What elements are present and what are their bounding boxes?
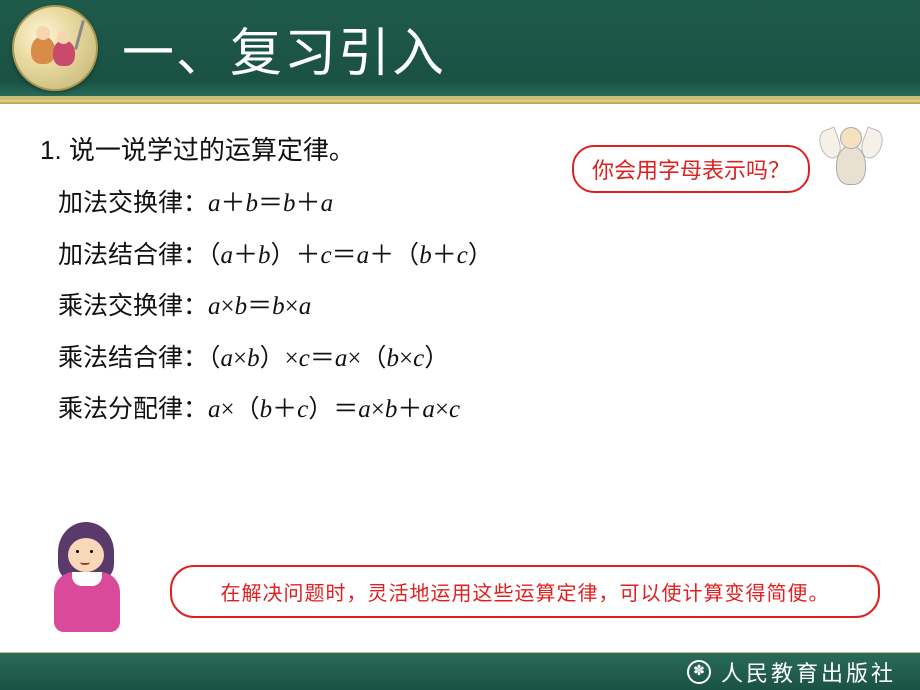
- question-bubble: 你会用字母表示吗？: [572, 145, 810, 193]
- publisher-name: 人民教育出版社: [721, 656, 896, 688]
- law-distributive: 乘法分配律：a×（b＋c）＝a×b＋a×c: [58, 391, 880, 429]
- fairy-icon: [816, 115, 884, 195]
- law-commutative-mul: 乘法交换律：a×b＝b×a: [58, 288, 880, 326]
- law-associative-add: 加法结合律：（a＋b）＋c＝a＋（b＋c）: [58, 237, 880, 275]
- slide-content: 1. 说一说学过的运算定律。 加法交换律：a＋b＝b＋a 加法结合律：（a＋b）…: [0, 100, 920, 453]
- slide-title: 一、复习引入: [122, 11, 446, 86]
- law-associative-mul: 乘法结合律：（a×b）×c＝a×（b×c）: [58, 340, 880, 378]
- slide-header: 一、复习引入: [0, 0, 920, 100]
- header-badge-icon: [12, 5, 98, 91]
- teacher-icon: [40, 522, 140, 632]
- tip-bubble: 在解决问题时，灵活地运用这些运算定律，可以使计算变得简便。: [170, 565, 880, 618]
- slide-footer: ✽ 人民教育出版社: [0, 652, 920, 690]
- publisher-logo-icon: ✽: [687, 660, 711, 684]
